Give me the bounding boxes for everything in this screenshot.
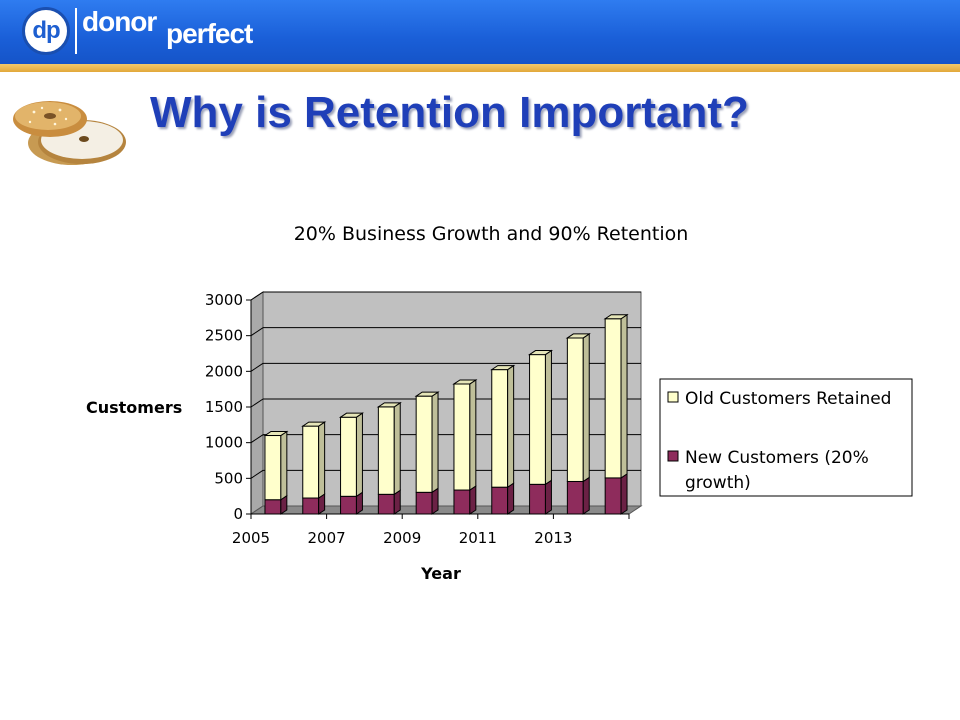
bar-segment bbox=[491, 369, 509, 488]
bar-top bbox=[452, 379, 478, 385]
chart-title: 20% Business Growth and 90% Retention bbox=[294, 223, 689, 245]
legend-swatch-new bbox=[667, 450, 679, 462]
bar-segment-side bbox=[469, 485, 477, 515]
logo-word-perfect: perfect bbox=[166, 18, 253, 49]
bar-segment bbox=[264, 499, 282, 515]
bar-segment-side bbox=[469, 379, 477, 491]
bar-segment-side bbox=[582, 332, 590, 483]
y-tick-label: 500 bbox=[214, 469, 243, 487]
bar-segment bbox=[340, 495, 357, 515]
gridline-side bbox=[250, 327, 264, 337]
bar-top bbox=[603, 314, 629, 320]
bagel-icon bbox=[13, 101, 126, 165]
y-tick-group: 0 500 1000 1500 2000 2500 3000 bbox=[205, 291, 251, 523]
y-tick-label: 3000 bbox=[205, 291, 243, 309]
x-tick-label: 2005 bbox=[232, 529, 270, 547]
bar-segment-side bbox=[507, 364, 515, 489]
bar-segment bbox=[604, 318, 622, 479]
bar-segment-side bbox=[544, 349, 552, 486]
y-axis-label: Customers bbox=[86, 398, 182, 417]
bar-segment bbox=[415, 395, 433, 493]
gridline-side bbox=[250, 291, 264, 301]
logo-mark: dp bbox=[22, 7, 70, 55]
bar-segment bbox=[302, 425, 320, 499]
x-tick-label: 2013 bbox=[534, 529, 572, 547]
x-tick-group: 2005 2007 2009 2011 2013 bbox=[232, 514, 630, 547]
bar-top bbox=[490, 365, 516, 371]
y-tick-label: 2000 bbox=[205, 362, 243, 380]
bar-segment-side bbox=[355, 412, 363, 498]
bar-segment bbox=[340, 416, 357, 497]
bar-segment bbox=[491, 486, 509, 515]
bar-top bbox=[301, 421, 327, 427]
legend-swatch-old bbox=[667, 391, 679, 403]
bar-segment-side bbox=[582, 476, 590, 515]
header-bar bbox=[0, 0, 960, 64]
bar-segment bbox=[529, 483, 546, 515]
bar-segment bbox=[453, 383, 471, 491]
y-tick-label: 1000 bbox=[205, 434, 243, 452]
bar-top bbox=[565, 333, 591, 339]
bar-segment bbox=[302, 497, 320, 515]
legend-box bbox=[659, 378, 913, 497]
legend-label-new-line2: growth) bbox=[685, 473, 751, 493]
logo-word-donor: donor bbox=[82, 6, 157, 37]
bar-segment-side bbox=[280, 430, 288, 501]
slide-title: Why is Retention Important? bbox=[150, 88, 749, 137]
logo-divider bbox=[75, 8, 77, 54]
bar-segment-side bbox=[620, 472, 628, 515]
x-tick-label: 2011 bbox=[459, 529, 497, 547]
x-tick-label: 2007 bbox=[308, 529, 346, 547]
bar-segment-side bbox=[544, 479, 552, 515]
x-axis-label: Year bbox=[420, 564, 461, 583]
bar-segment-side bbox=[431, 391, 439, 494]
bar-segment bbox=[415, 491, 433, 515]
y-tick-label: 0 bbox=[233, 505, 243, 523]
bar-segment bbox=[566, 337, 584, 482]
bar-segment bbox=[264, 435, 282, 501]
x-tick-label: 2009 bbox=[383, 529, 421, 547]
bar-segment bbox=[566, 480, 584, 515]
bar-top bbox=[263, 431, 289, 437]
bar-top bbox=[376, 402, 402, 408]
bar-segment-side bbox=[507, 482, 515, 515]
bar-segment bbox=[604, 477, 622, 515]
bar-segment bbox=[453, 489, 471, 515]
bar-top bbox=[527, 350, 554, 356]
legend-label-new-line1: New Customers (20% bbox=[685, 448, 869, 468]
bar-segment-side bbox=[620, 313, 628, 479]
y-tick-label: 2500 bbox=[205, 327, 243, 345]
bar-segment bbox=[377, 406, 395, 495]
bar-top bbox=[338, 412, 365, 418]
bar-top bbox=[414, 391, 440, 397]
bar-segment bbox=[377, 493, 395, 515]
bar-segment-side bbox=[393, 401, 401, 496]
gridline-side bbox=[250, 362, 264, 372]
y-tick-label: 1500 bbox=[205, 398, 243, 416]
bar-segment-side bbox=[318, 421, 326, 499]
header-stripe bbox=[0, 64, 960, 72]
legend-label-old: Old Customers Retained bbox=[685, 389, 891, 409]
gridline-side bbox=[250, 434, 264, 444]
gridline-side bbox=[250, 398, 264, 408]
bar-segment bbox=[529, 354, 546, 485]
gridline-side bbox=[250, 469, 264, 479]
